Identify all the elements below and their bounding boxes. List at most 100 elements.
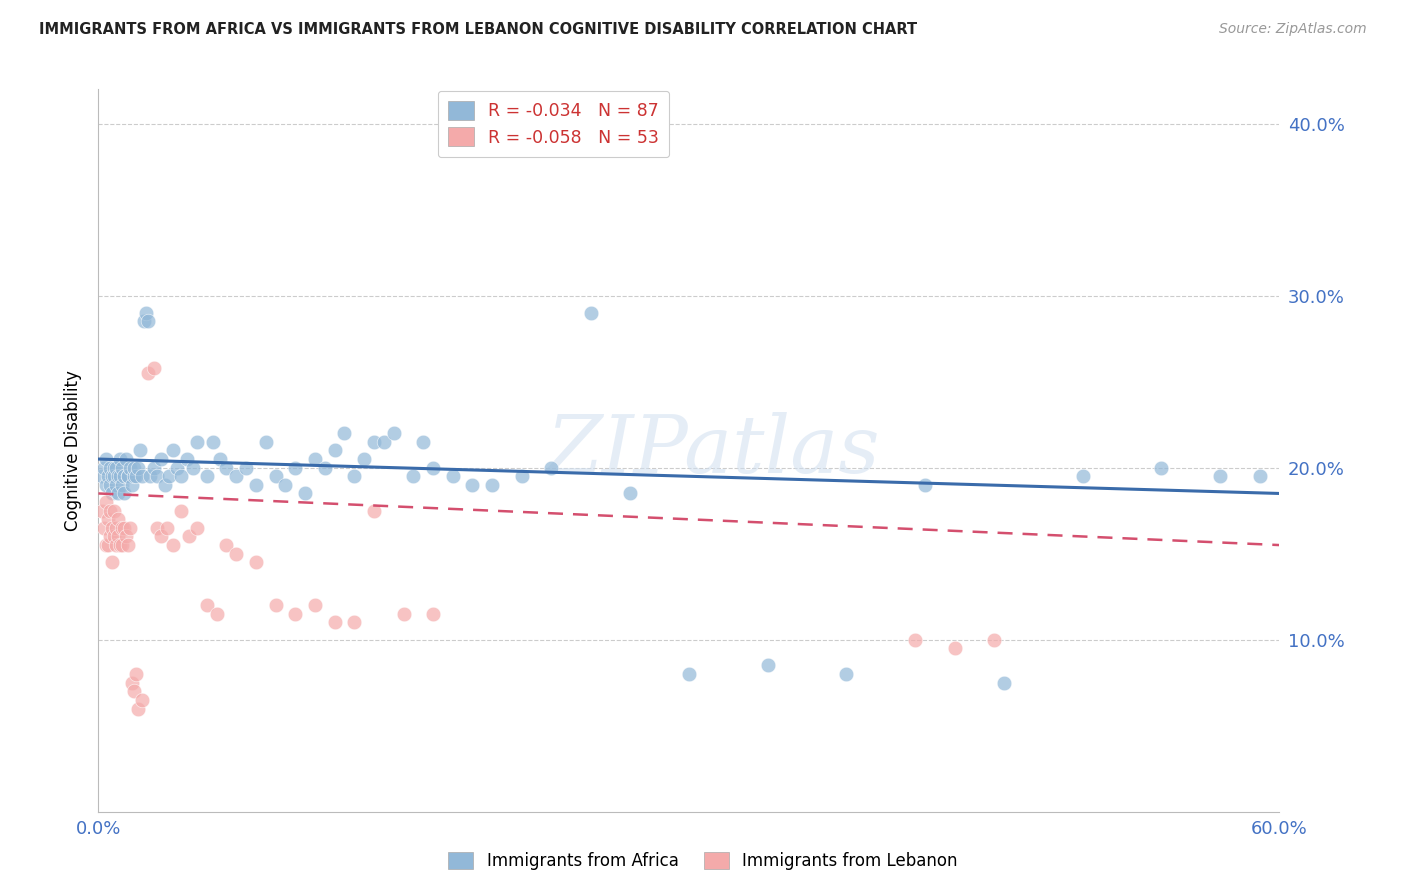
Point (284, 607, 307, 621)
Point (98, 503, 121, 517)
Point (678, 667, 700, 681)
Point (93, 521, 115, 535)
Point (103, 529, 125, 543)
Point (215, 538, 238, 552)
Point (96, 478, 118, 492)
Point (112, 469, 135, 483)
Point (170, 469, 193, 483)
Point (107, 469, 129, 483)
Point (412, 434, 434, 449)
Point (156, 521, 179, 535)
Point (186, 521, 208, 535)
Point (209, 452, 232, 467)
Point (323, 443, 346, 458)
Legend: Immigrants from Africa, Immigrants from Lebanon: Immigrants from Africa, Immigrants from … (441, 845, 965, 877)
Point (1209, 469, 1232, 483)
Point (245, 555, 267, 569)
Point (382, 426, 405, 441)
Point (422, 460, 444, 475)
Point (103, 469, 125, 483)
Point (127, 701, 149, 715)
Point (619, 486, 641, 500)
Point (128, 443, 150, 458)
Point (835, 667, 858, 681)
Point (157, 469, 180, 483)
Point (117, 538, 139, 552)
Point (97, 538, 120, 552)
Point (162, 538, 184, 552)
Point (103, 460, 125, 475)
Point (353, 452, 375, 467)
Point (155, 478, 177, 492)
Point (314, 460, 336, 475)
Y-axis label: Cognitive Disability: Cognitive Disability (65, 370, 83, 531)
Point (304, 452, 326, 467)
Point (441, 469, 464, 483)
Point (131, 469, 153, 483)
Point (392, 607, 415, 621)
Point (205, 607, 228, 621)
Point (91, 503, 114, 517)
Point (105, 460, 128, 475)
Point (1071, 469, 1094, 483)
Point (125, 667, 148, 681)
Point (105, 478, 128, 492)
Point (117, 469, 139, 483)
Legend: R = -0.034   N = 87, R = -0.058   N = 53: R = -0.034 N = 87, R = -0.058 N = 53 (437, 91, 669, 157)
Point (461, 478, 484, 492)
Point (107, 529, 129, 543)
Point (343, 615, 366, 630)
Point (195, 599, 218, 613)
Point (98, 460, 121, 475)
Point (402, 469, 425, 483)
Point (304, 599, 326, 613)
Point (111, 521, 134, 535)
Point (107, 512, 129, 526)
Point (756, 658, 779, 673)
Point (103, 503, 125, 517)
Point (96, 452, 118, 467)
Point (105, 521, 128, 535)
Point (170, 503, 193, 517)
Point (166, 460, 188, 475)
Point (181, 460, 204, 475)
Text: ZIPatlas: ZIPatlas (546, 412, 879, 489)
Point (122, 684, 145, 698)
Point (118, 521, 141, 535)
Point (146, 469, 169, 483)
Point (943, 641, 966, 656)
Point (333, 426, 356, 441)
Point (111, 538, 134, 552)
Point (150, 529, 173, 543)
Point (146, 521, 169, 535)
Point (150, 452, 173, 467)
Point (264, 469, 287, 483)
Point (138, 469, 160, 483)
Point (131, 693, 153, 707)
Point (132, 314, 155, 328)
Point (914, 478, 936, 492)
Point (97, 469, 120, 483)
Text: IMMIGRANTS FROM AFRICA VS IMMIGRANTS FROM LEBANON COGNITIVE DISABILITY CORRELATI: IMMIGRANTS FROM AFRICA VS IMMIGRANTS FRO… (39, 22, 918, 37)
Point (254, 434, 277, 449)
Point (118, 460, 141, 475)
Point (101, 521, 124, 535)
Point (117, 469, 139, 483)
Point (101, 486, 124, 500)
Point (115, 452, 138, 467)
Point (1150, 460, 1173, 475)
Point (422, 607, 444, 621)
Point (115, 529, 138, 543)
Point (96, 495, 118, 509)
Point (125, 469, 148, 483)
Point (162, 443, 184, 458)
Point (177, 529, 200, 543)
Point (373, 434, 395, 449)
Point (186, 434, 208, 449)
Point (142, 460, 165, 475)
Point (121, 478, 143, 492)
Point (136, 314, 159, 328)
Point (510, 469, 533, 483)
Point (101, 469, 124, 483)
Text: Source: ZipAtlas.com: Source: ZipAtlas.com (1219, 22, 1367, 37)
